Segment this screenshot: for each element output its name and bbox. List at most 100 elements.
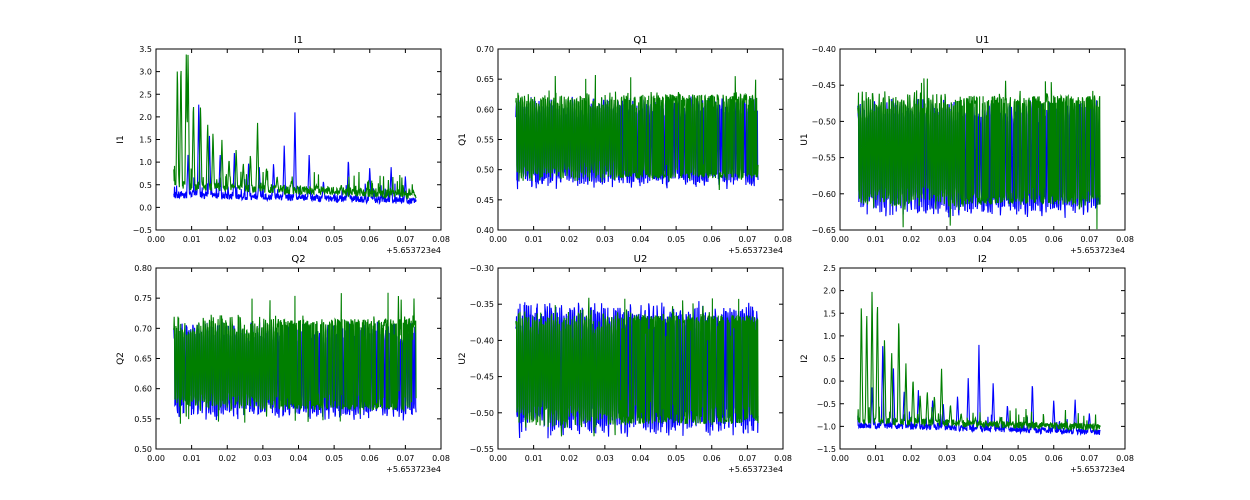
x-tick-label: 0.07 <box>1080 235 1098 244</box>
subplot-title: Q2 <box>291 254 305 265</box>
x-offset-label: +5.653723e4 <box>728 246 783 255</box>
y-tick-label: 0.0 <box>139 203 152 212</box>
x-tick-label: 0.04 <box>290 235 308 244</box>
y-tick-label: 1.0 <box>139 158 152 167</box>
y-tick-label: −0.65 <box>811 226 836 235</box>
y-tick-label: −0.55 <box>811 154 836 163</box>
y-tick-label: 0.50 <box>476 166 494 175</box>
series-blue <box>173 104 417 206</box>
x-tick-label: 0.00 <box>489 235 507 244</box>
x-tick-label: 0.01 <box>867 454 885 463</box>
y-tick-label: 1.5 <box>139 136 152 145</box>
y-tick-label: 3.5 <box>139 45 152 54</box>
x-tick-label: 0.02 <box>560 454 578 463</box>
x-tick-label: 0.05 <box>325 235 343 244</box>
x-tick-label: 0.04 <box>632 454 650 463</box>
x-tick-label: 0.00 <box>489 454 507 463</box>
subplot-i1: 0.00 0.01 0.02 0.03 0.04 0.05 0.06 0.07 0.08 −0.5… <box>116 35 450 255</box>
plot-area <box>857 291 1101 436</box>
y-tick-label: 2.5 <box>823 264 836 273</box>
x-tick-label: 0.01 <box>183 235 201 244</box>
series-green <box>173 54 417 200</box>
x-tick-label: 0.08 <box>432 454 450 463</box>
x-tick-label: 0.03 <box>254 235 272 244</box>
x-tick-label: 0.00 <box>831 235 849 244</box>
x-tick-label: 0.01 <box>525 235 543 244</box>
y-tick-label: 0.45 <box>476 196 494 205</box>
x-tick-label: 0.01 <box>525 454 543 463</box>
y-axis-label: U2 <box>458 352 468 364</box>
y-tick-label: −1.5 <box>817 445 836 454</box>
x-offset-label: +5.653723e4 <box>386 246 441 255</box>
y-axis-label: I1 <box>116 135 126 143</box>
series-green <box>173 292 417 424</box>
x-tick-label: 0.05 <box>1009 454 1027 463</box>
x-tick-label: 0.06 <box>361 235 379 244</box>
plot-area <box>857 78 1101 230</box>
y-tick-label: −0.5 <box>133 226 152 235</box>
x-offset-label: +5.653723e4 <box>728 465 783 474</box>
x-tick-label: 0.03 <box>938 235 956 244</box>
x-tick-label: 0.06 <box>1045 454 1063 463</box>
subplot-title: I1 <box>294 35 303 46</box>
subplot-i2: 0.00 0.01 0.02 0.03 0.04 0.05 0.06 0.07 0.08 −1.5… <box>800 254 1134 474</box>
subplot-u2: 0.00 0.01 0.02 0.03 0.04 0.05 0.06 0.07 0.08 −0.5… <box>458 254 792 474</box>
x-tick-label: 0.02 <box>218 454 236 463</box>
x-tick-label: 0.07 <box>396 454 414 463</box>
subplot-title: Q1 <box>633 35 647 46</box>
x-tick-label: 0.08 <box>1116 454 1134 463</box>
x-tick-label: 0.03 <box>254 454 272 463</box>
subplot-u1: 0.00 0.01 0.02 0.03 0.04 0.05 0.06 0.07 0.08 −0.6… <box>800 35 1134 255</box>
x-tick-label: 0.02 <box>902 235 920 244</box>
x-tick-label: 0.08 <box>432 235 450 244</box>
y-tick-label: −0.60 <box>811 190 836 199</box>
x-tick-label: 0.06 <box>703 454 721 463</box>
y-tick-label: 0.55 <box>134 415 152 424</box>
y-tick-label: 0.40 <box>476 226 494 235</box>
x-tick-label: 0.08 <box>774 235 792 244</box>
subplot-q1: 0.00 0.01 0.02 0.03 0.04 0.05 0.06 0.07 0.08 0.40… <box>458 35 792 255</box>
y-tick-label: −0.5 <box>817 400 836 409</box>
x-tick-label: 0.03 <box>596 454 614 463</box>
y-tick-label: 2.0 <box>139 113 152 122</box>
x-tick-label: 0.05 <box>325 454 343 463</box>
y-tick-label: −0.35 <box>469 300 494 309</box>
x-tick-label: 0.00 <box>831 454 849 463</box>
y-tick-label: −0.40 <box>469 336 494 345</box>
y-tick-label: 0.65 <box>134 355 152 364</box>
x-tick-label: 0.05 <box>1009 235 1027 244</box>
x-tick-label: 0.01 <box>183 454 201 463</box>
x-tick-label: 0.05 <box>667 235 685 244</box>
x-tick-label: 0.03 <box>596 235 614 244</box>
y-tick-label: 1.0 <box>823 332 836 341</box>
plot-area <box>515 297 759 439</box>
y-tick-label: −0.50 <box>811 117 836 126</box>
series-green <box>515 297 759 437</box>
y-axis-label: U1 <box>800 133 810 145</box>
y-tick-label: 0.50 <box>134 445 152 454</box>
y-tick-label: −0.30 <box>469 264 494 273</box>
y-tick-label: 0.5 <box>823 355 836 364</box>
y-tick-label: −1.0 <box>817 422 836 431</box>
x-tick-label: 0.06 <box>703 235 721 244</box>
y-tick-label: 0.55 <box>476 136 494 145</box>
x-tick-label: 0.07 <box>396 235 414 244</box>
subplot-title: I2 <box>978 254 987 265</box>
y-tick-label: 0.70 <box>476 45 494 54</box>
y-axis-label: Q2 <box>116 352 126 365</box>
y-tick-label: 0.60 <box>476 105 494 114</box>
x-tick-label: 0.08 <box>774 454 792 463</box>
x-tick-label: 0.07 <box>738 454 756 463</box>
y-tick-label: 0.70 <box>134 324 152 333</box>
x-tick-label: 0.03 <box>938 454 956 463</box>
y-tick-label: 0.65 <box>476 75 494 84</box>
y-axis-label: I2 <box>800 354 810 362</box>
plot-area <box>173 54 417 206</box>
x-tick-label: 0.04 <box>974 454 992 463</box>
x-tick-label: 0.06 <box>361 454 379 463</box>
x-tick-label: 0.08 <box>1116 235 1134 244</box>
x-offset-label: +5.653723e4 <box>386 465 441 474</box>
x-tick-label: 0.02 <box>902 454 920 463</box>
series-green <box>515 74 759 190</box>
